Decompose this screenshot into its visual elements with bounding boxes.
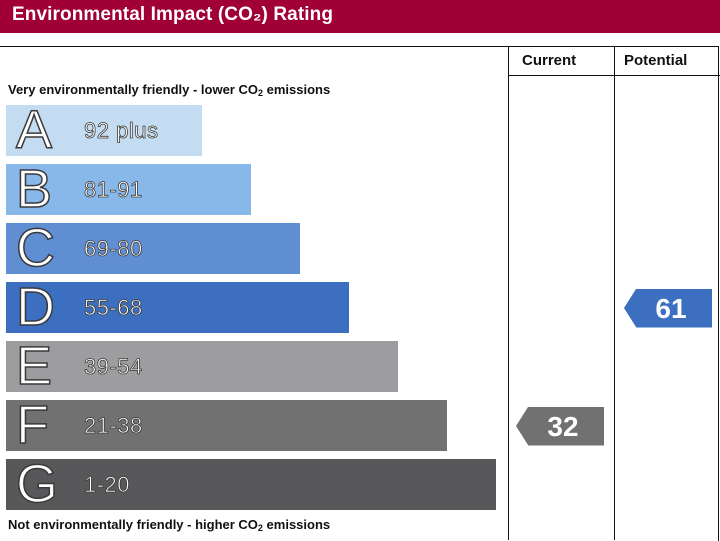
current-rating-value: 32 [547, 410, 579, 442]
column-header-potential: Potential [624, 52, 688, 69]
chart-title: Environmental Impact (CO₂) Rating [12, 4, 334, 25]
divider-current [508, 46, 509, 540]
caption-bottom: Not environmentally friendly - higher CO… [8, 517, 331, 533]
band-b: B 81-91 [6, 158, 251, 220]
band-range-label: 21-38 [84, 413, 143, 439]
band-c: C 69-80 [6, 217, 300, 279]
chart-frame [0, 46, 719, 541]
band-letter: C [15, 217, 56, 279]
band-letter: B [15, 158, 53, 220]
band-letter: F [15, 394, 50, 456]
potential-rating-value: 61 [655, 292, 687, 324]
band-d: D 55-68 [6, 276, 349, 338]
band-range-label: 92 plus [84, 118, 159, 144]
potential-rating-arrow: 61 [624, 288, 712, 328]
divider-potential [614, 46, 615, 540]
band-letter: G [15, 453, 59, 515]
band-f: F 21-38 [6, 394, 447, 456]
band-letter: E [15, 335, 53, 397]
caption-top: Very environmentally friendly - lower CO… [8, 82, 331, 98]
band-range-label: 81-91 [84, 177, 143, 203]
band-a: A 92 plus [6, 99, 202, 161]
header-underline [508, 75, 720, 76]
band-letter: D [15, 276, 56, 338]
column-header-current: Current [522, 52, 577, 69]
band-range-label: 69-80 [84, 236, 143, 262]
band-range-label: 55-68 [84, 295, 143, 321]
title-bar: Environmental Impact (CO₂) Rating [0, 0, 720, 33]
band-range-label: 1-20 [84, 472, 131, 498]
band-letter: A [15, 99, 53, 161]
band-g: G 1-20 [6, 453, 496, 515]
band-range-label: 39-54 [84, 354, 143, 380]
current-rating-arrow: 32 [516, 406, 604, 446]
band-e: E 39-54 [6, 335, 398, 397]
